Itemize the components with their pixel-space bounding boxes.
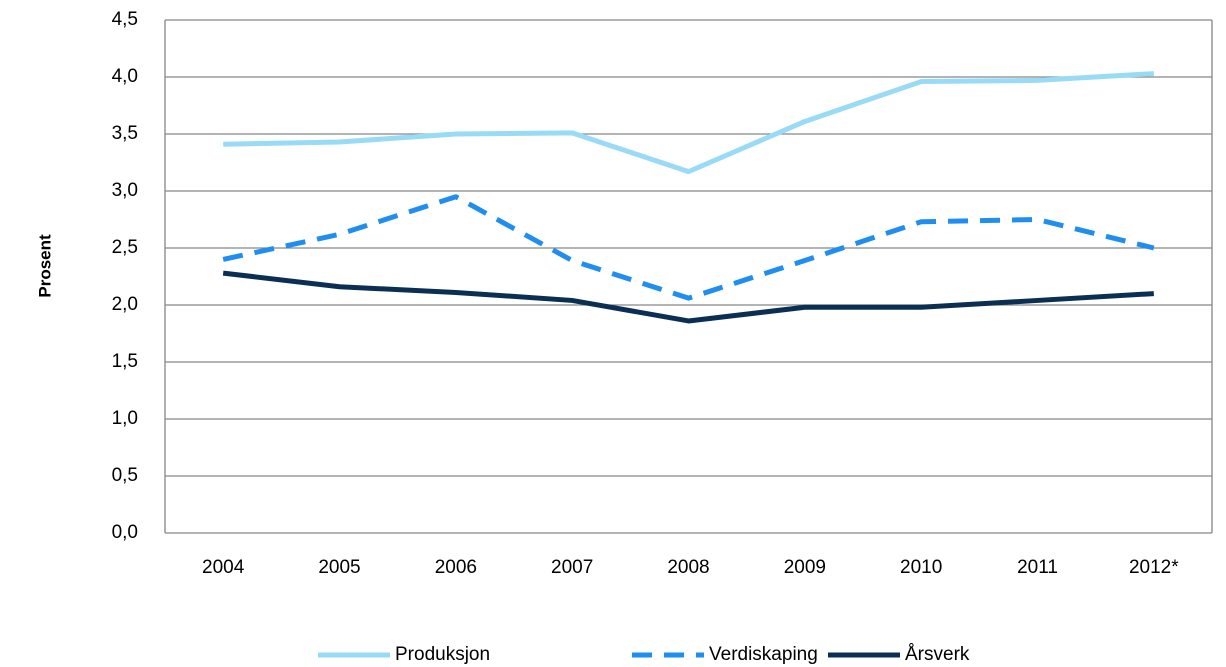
series-line [223, 71, 1154, 175]
x-tick-label: 2006 [435, 557, 477, 578]
legend-label: Produksjon [395, 644, 490, 665]
x-tick-label: 2012* [1129, 557, 1179, 578]
series-line [222, 270, 1154, 324]
y-axis-title: Prosent [35, 234, 54, 298]
x-tick-label: 2004 [202, 557, 245, 578]
y-tick-label: 4,5 [112, 9, 138, 30]
y-tick-label: 2,0 [112, 294, 138, 315]
series-line [222, 194, 1155, 301]
y-tick-label: 3,0 [112, 180, 138, 201]
y-tick-label: 0,0 [112, 522, 138, 543]
x-tick-label: 2011 [1017, 557, 1058, 578]
y-tick-label: 1,5 [112, 351, 138, 372]
x-tick-label: 2009 [784, 557, 826, 578]
x-tick-label: 2005 [318, 557, 360, 578]
x-tick-label: 2008 [667, 557, 709, 578]
y-tick-label: 2,5 [112, 237, 138, 258]
y-tick-label: 4,0 [112, 66, 138, 87]
x-tick-label: 2010 [900, 557, 942, 578]
y-tick-label: 0,5 [112, 465, 138, 486]
y-tick-label: 1,0 [112, 408, 138, 429]
y-tick-label: 3,5 [112, 123, 138, 144]
legend-label: Verdiskaping [709, 644, 818, 665]
legend-label: Årsverk [905, 644, 970, 665]
x-tick-label: 2007 [551, 557, 593, 578]
